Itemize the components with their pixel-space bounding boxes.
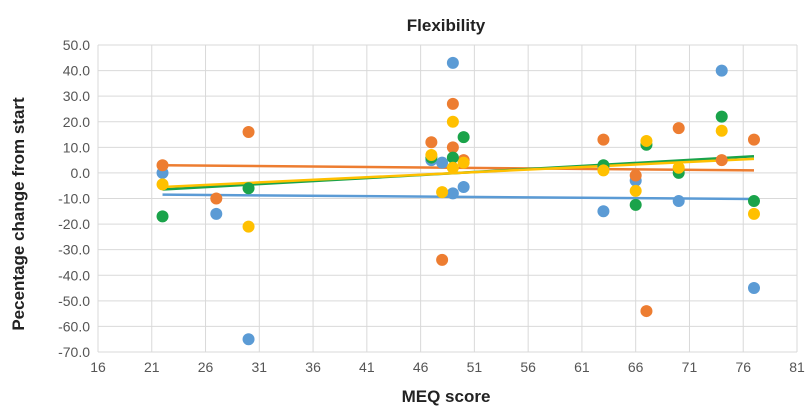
data-point-series-3 — [715, 110, 728, 123]
x-tick-label: 61 — [574, 359, 590, 375]
y-tick-label: -50.0 — [58, 293, 90, 309]
data-point-series-1 — [457, 180, 470, 193]
data-point-series-4 — [672, 161, 685, 174]
y-tick-label: 50.0 — [63, 37, 90, 53]
data-point-series-4 — [597, 164, 610, 177]
data-point-series-1 — [446, 56, 459, 69]
data-point-series-2 — [597, 133, 610, 146]
data-point-series-1 — [597, 205, 610, 218]
x-tick-label: 51 — [467, 359, 483, 375]
data-point-series-4 — [446, 161, 459, 174]
data-point-series-2 — [629, 169, 642, 182]
x-tick-label: 41 — [359, 359, 375, 375]
data-point-series-3 — [629, 198, 642, 211]
chart-title: Flexibility — [407, 16, 486, 35]
data-point-series-2 — [436, 253, 449, 266]
y-tick-label: 10.0 — [63, 139, 90, 155]
data-point-series-2 — [747, 133, 760, 146]
data-point-series-3 — [747, 195, 760, 208]
data-point-series-4 — [715, 124, 728, 137]
y-tick-label: -70.0 — [58, 344, 90, 360]
data-point-series-2 — [640, 305, 653, 318]
x-tick-label: 81 — [789, 359, 805, 375]
x-tick-label: 71 — [682, 359, 698, 375]
data-point-series-1 — [672, 195, 685, 208]
data-point-series-4 — [629, 184, 642, 197]
data-point-series-4 — [457, 156, 470, 169]
y-tick-label: 0.0 — [71, 165, 91, 181]
data-point-series-2 — [210, 192, 223, 205]
data-point-series-4 — [425, 149, 438, 162]
data-point-series-2 — [156, 159, 169, 172]
y-axis-label: Pecentage change from start — [9, 97, 28, 331]
data-point-series-3 — [457, 131, 470, 144]
y-tick-label: 40.0 — [63, 63, 90, 79]
x-tick-label: 36 — [305, 359, 321, 375]
data-point-series-4 — [436, 186, 449, 199]
y-tick-label: -30.0 — [58, 242, 90, 258]
data-point-series-1 — [436, 156, 449, 169]
trendline-series-4 — [162, 157, 755, 189]
data-point-series-4 — [640, 134, 653, 147]
data-point-series-3 — [156, 210, 169, 223]
x-tick-label: 26 — [198, 359, 214, 375]
x-tick-label: 16 — [90, 359, 106, 375]
y-tick-label: 20.0 — [63, 114, 90, 130]
data-point-series-1 — [715, 64, 728, 77]
y-tick-label: -40.0 — [58, 267, 90, 283]
x-tick-label: 66 — [628, 359, 644, 375]
data-point-series-2 — [446, 141, 459, 154]
data-point-series-3 — [242, 182, 255, 195]
data-point-series-2 — [672, 122, 685, 135]
y-tick-label: -10.0 — [58, 191, 90, 207]
data-point-series-1 — [446, 187, 459, 200]
data-point-series-2 — [242, 125, 255, 138]
y-tick-label: -60.0 — [58, 318, 90, 334]
x-axis-ticks: 16 21 26 31 36 41 46 51 56 61 66 71 76 81 — [90, 359, 805, 375]
data-point-series-1 — [210, 207, 223, 220]
data-point-series-1 — [242, 333, 255, 346]
x-axis-label: MEQ score — [402, 387, 491, 406]
data-points — [156, 56, 760, 346]
x-tick-label: 56 — [520, 359, 536, 375]
data-point-series-1 — [747, 282, 760, 295]
data-point-series-2 — [715, 154, 728, 167]
x-tick-label: 21 — [144, 359, 160, 375]
x-tick-label: 46 — [413, 359, 429, 375]
y-tick-label: -20.0 — [58, 216, 90, 232]
data-point-series-2 — [425, 136, 438, 149]
y-axis-ticks: 50.0 40.0 30.0 20.0 10.0 0.0 -10.0 -20.0 -30.0 -4… — [58, 37, 90, 360]
y-tick-label: 30.0 — [63, 88, 90, 104]
data-point-series-4 — [242, 220, 255, 233]
data-point-series-3 — [446, 151, 459, 164]
data-point-series-4 — [156, 178, 169, 191]
data-point-series-4 — [446, 115, 459, 128]
data-point-series-2 — [446, 97, 459, 110]
data-point-series-4 — [747, 207, 760, 220]
trendline-series-1 — [162, 193, 754, 201]
x-tick-label: 76 — [735, 359, 751, 375]
x-tick-label: 31 — [252, 359, 268, 375]
